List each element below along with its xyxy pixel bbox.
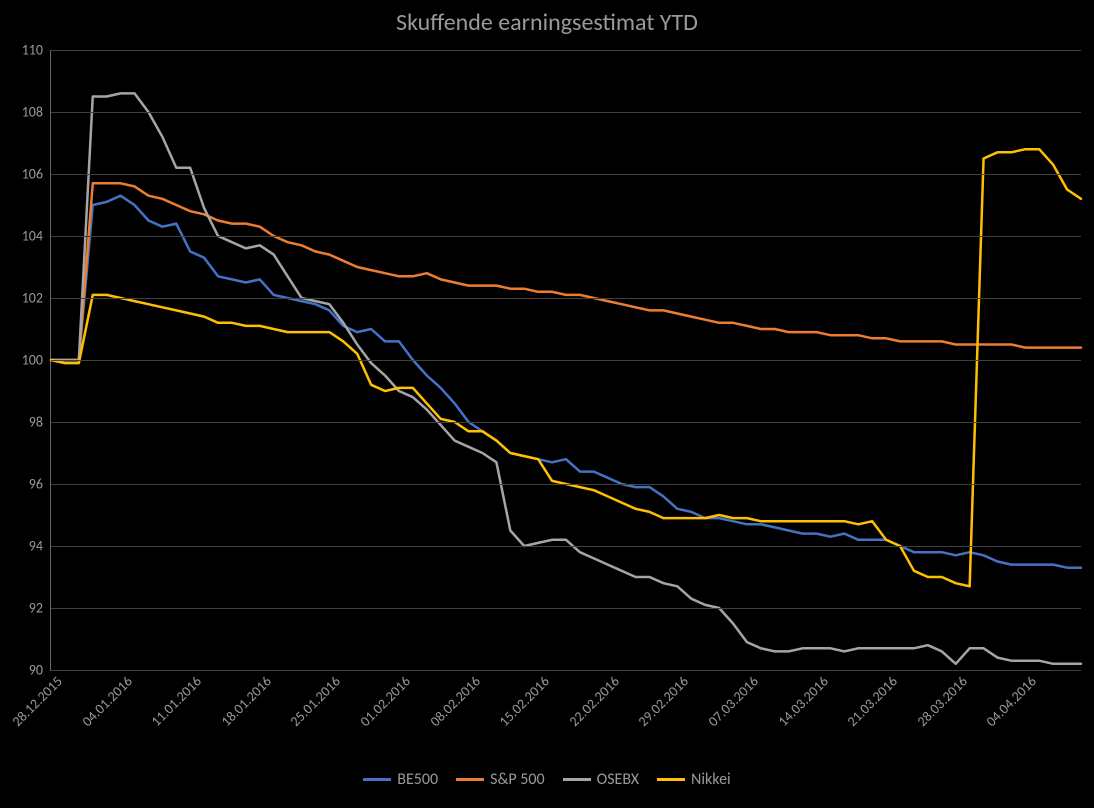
series-line-osebx <box>51 93 1081 663</box>
y-tick-label: 104 <box>22 228 51 245</box>
gridline-horizontal <box>51 112 1081 113</box>
chart-title: Skuffende earningsestimat YTD <box>0 8 1094 37</box>
x-tick-label: 07.03.2016 <box>702 670 762 730</box>
gridline-horizontal <box>51 360 1081 361</box>
gridline-horizontal <box>51 484 1081 485</box>
legend-swatch <box>456 778 484 781</box>
x-tick-label: 18.01.2016 <box>215 670 275 730</box>
x-tick-label: 04.04.2016 <box>980 670 1040 730</box>
x-tick-label: 22.02.2016 <box>563 670 623 730</box>
legend-label: Nikkei <box>691 770 731 789</box>
gridline-horizontal <box>51 50 1081 51</box>
legend-item: OSEBX <box>563 770 639 789</box>
x-tick-label: 14.03.2016 <box>771 670 831 730</box>
gridline-horizontal <box>51 422 1081 423</box>
gridline-horizontal <box>51 236 1081 237</box>
x-tick-label: 04.01.2016 <box>75 670 135 730</box>
y-tick-label: 102 <box>22 290 51 307</box>
x-tick-label: 01.02.2016 <box>354 670 414 730</box>
legend-swatch <box>363 778 391 781</box>
legend-swatch <box>657 778 685 781</box>
y-tick-label: 106 <box>22 166 51 183</box>
gridline-horizontal <box>51 298 1081 299</box>
line-chart: Skuffende earningsestimat YTD 9092949698… <box>0 0 1094 808</box>
legend-item: Nikkei <box>657 770 731 789</box>
y-tick-label: 100 <box>22 352 51 369</box>
y-tick-label: 98 <box>29 414 51 431</box>
legend-item: S&P 500 <box>456 770 544 789</box>
gridline-horizontal <box>51 546 1081 547</box>
y-tick-label: 94 <box>29 538 51 555</box>
series-line-be500 <box>51 196 1081 568</box>
y-tick-label: 96 <box>29 476 51 493</box>
plot-area: 909294969810010210410610811028.12.201504… <box>50 50 1081 671</box>
x-tick-label: 21.03.2016 <box>841 670 901 730</box>
y-tick-label: 110 <box>22 42 51 59</box>
x-tick-label: 11.01.2016 <box>145 670 205 730</box>
legend-swatch <box>563 778 591 781</box>
legend-item: BE500 <box>363 770 438 789</box>
legend-label: BE500 <box>397 770 438 789</box>
y-tick-label: 108 <box>22 104 51 121</box>
x-tick-label: 25.01.2016 <box>284 670 344 730</box>
x-tick-label: 15.02.2016 <box>493 670 553 730</box>
gridline-horizontal <box>51 670 1081 671</box>
x-tick-label: 29.02.2016 <box>632 670 692 730</box>
legend-label: S&P 500 <box>490 770 544 789</box>
x-tick-label: 28.12.2015 <box>6 670 66 730</box>
x-tick-label: 08.02.2016 <box>423 670 483 730</box>
chart-legend: BE500 S&P 500 OSEBX Nikkei <box>0 770 1094 789</box>
gridline-horizontal <box>51 608 1081 609</box>
x-tick-label: 28.03.2016 <box>911 670 971 730</box>
legend-label: OSEBX <box>597 770 639 789</box>
y-tick-label: 92 <box>29 600 51 617</box>
gridline-horizontal <box>51 174 1081 175</box>
